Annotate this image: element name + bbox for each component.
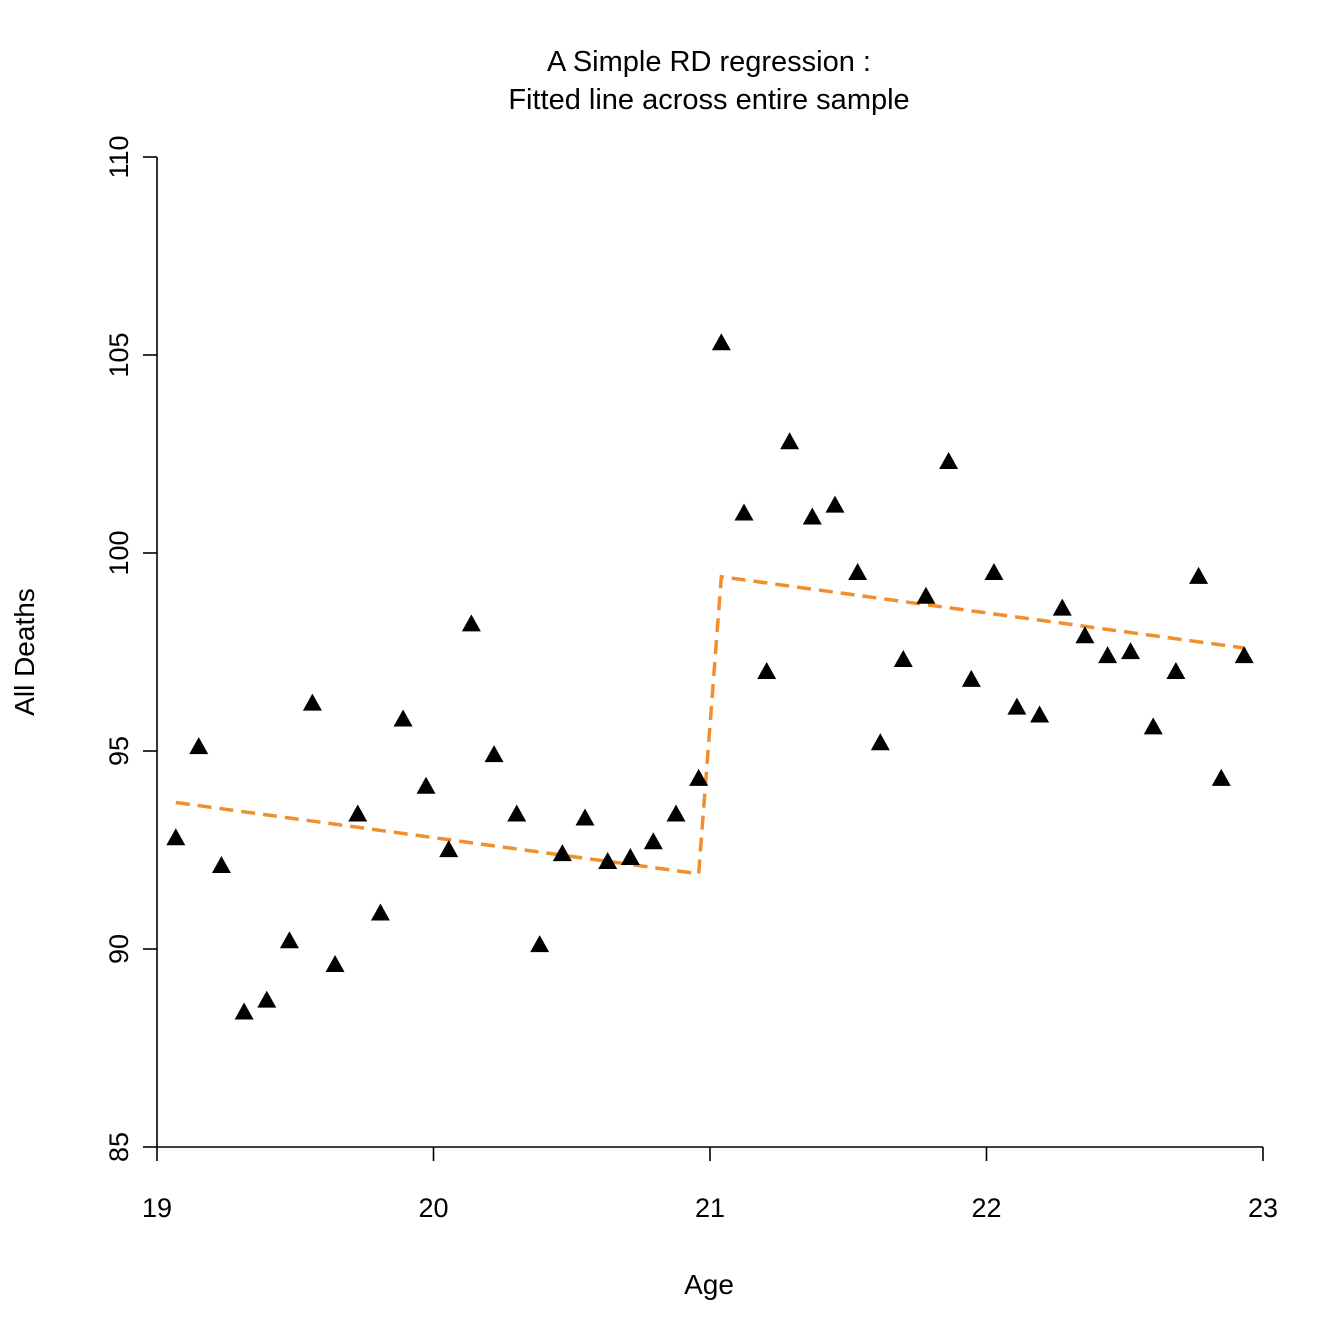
data-point	[689, 768, 709, 786]
x-tick-label: 23	[1248, 1193, 1278, 1223]
data-point	[439, 840, 459, 858]
data-point	[1166, 661, 1186, 679]
data-point	[530, 935, 550, 953]
data-point	[1211, 768, 1231, 786]
data-point	[575, 808, 595, 826]
y-axis: 85 90 95 100 105 110	[104, 135, 158, 1162]
data-point	[302, 693, 322, 711]
data-point	[916, 586, 936, 604]
y-axis-label: All Deaths	[9, 588, 40, 716]
y-tick-label: 100	[104, 530, 134, 575]
data-points	[166, 333, 1254, 1020]
x-axis-label: Age	[684, 1269, 734, 1300]
data-point	[1030, 705, 1050, 723]
data-point	[666, 804, 686, 822]
y-tick-label: 90	[104, 934, 134, 964]
data-point	[257, 990, 277, 1008]
y-tick-label: 105	[104, 332, 134, 377]
data-point	[552, 844, 572, 862]
y-tick-label: 95	[104, 736, 134, 766]
data-point	[1189, 566, 1209, 584]
data-point	[1075, 626, 1095, 644]
data-point	[734, 503, 754, 521]
data-point	[1121, 642, 1141, 660]
fitted-rd-line	[175, 574, 1245, 876]
data-point	[166, 828, 186, 846]
fit-lines	[175, 574, 1245, 876]
data-point	[1007, 697, 1027, 715]
data-point	[984, 562, 1004, 580]
data-point	[416, 776, 436, 794]
data-point	[211, 855, 231, 873]
x-tick-label: 21	[695, 1193, 725, 1223]
data-point	[939, 452, 959, 470]
data-point	[780, 432, 800, 450]
data-point	[189, 737, 209, 755]
data-point	[234, 1002, 254, 1020]
data-point	[1143, 717, 1163, 735]
data-point	[1234, 646, 1254, 664]
y-tick-label: 110	[104, 135, 134, 178]
data-point	[348, 804, 368, 822]
data-point	[598, 852, 618, 870]
data-point	[393, 709, 413, 727]
data-point	[507, 804, 527, 822]
data-point	[279, 931, 299, 949]
x-tick-label: 19	[142, 1193, 172, 1223]
data-point	[1052, 598, 1072, 616]
data-point	[461, 614, 481, 632]
data-point	[870, 733, 890, 751]
data-point	[620, 848, 640, 866]
x-axis: 19 20 21 22 23	[142, 1146, 1278, 1223]
data-point	[825, 495, 845, 513]
data-point	[711, 333, 731, 351]
data-point	[893, 650, 913, 668]
data-point	[370, 903, 390, 921]
chart-title: A Simple RD regression :	[547, 46, 871, 78]
data-point	[1098, 646, 1118, 664]
chart-subtitle: Fitted line across entire sample	[508, 84, 909, 116]
x-tick-label: 20	[418, 1193, 448, 1223]
data-point	[643, 832, 663, 850]
data-point	[484, 745, 504, 763]
x-tick-label: 22	[971, 1193, 1001, 1223]
data-point	[802, 507, 822, 525]
data-point	[757, 661, 777, 679]
data-point	[848, 562, 868, 580]
data-point	[961, 669, 981, 687]
data-point	[325, 954, 345, 972]
y-tick-label: 85	[104, 1132, 134, 1162]
